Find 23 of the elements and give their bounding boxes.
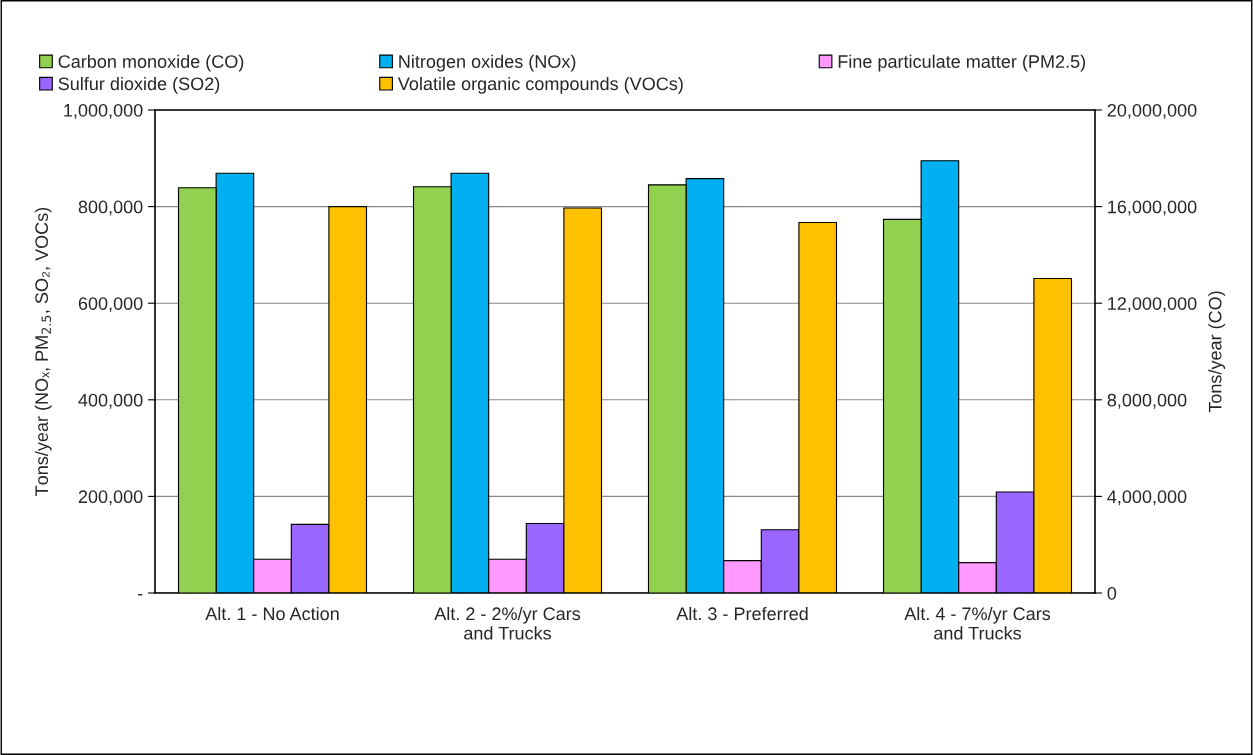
y2-tick-label: 12,000,000 <box>1108 297 1197 313</box>
legend-label: Sulfur dioxide (SO2) <box>58 76 220 94</box>
y-axis-title: Tons/year (NOₓ, PM$_{2.5}$, SO₂, VOCs) <box>34 207 52 496</box>
legend-label: Nitrogen oxides (NOx) <box>399 54 576 72</box>
legend-label: Fine particulate matter (PM2.5) <box>838 54 1086 72</box>
legend-label: Carbon monoxide (CO) <box>58 54 244 72</box>
y2-tick-label: 8,000,000 <box>1107 393 1187 409</box>
y2-tick-label: 20,000,000 <box>1107 103 1197 119</box>
y-tick-label: 400,000 <box>78 393 143 409</box>
y-tick-label: - <box>137 594 143 596</box>
y-tick-label: 600,000 <box>78 297 143 313</box>
x-tick-label: Alt. 3 - Preferred <box>676 606 808 621</box>
y-tick-label: 200,000 <box>78 490 143 506</box>
y2-tick-label: 0 <box>1107 586 1117 600</box>
y-tick-label: 800,000 <box>78 200 143 216</box>
y-tick-label: 1,000,000 <box>64 103 143 119</box>
x-tick-label: Alt. 1 - No Action <box>205 606 339 621</box>
legend-label: Volatile organic compounds (VOCs) <box>397 76 683 94</box>
x-tick-label: Alt. 2 - 2%/yr Cars and Trucks <box>434 606 581 640</box>
y2-axis-title: Tons/year (CO) <box>1208 291 1226 413</box>
y2-tick-label: 4,000,000 <box>1107 490 1187 506</box>
x-tick-label: Alt. 4 - 7%/yr Cars and Trucks <box>904 606 1051 640</box>
y2-tick-label: 16,000,000 <box>1108 200 1197 216</box>
